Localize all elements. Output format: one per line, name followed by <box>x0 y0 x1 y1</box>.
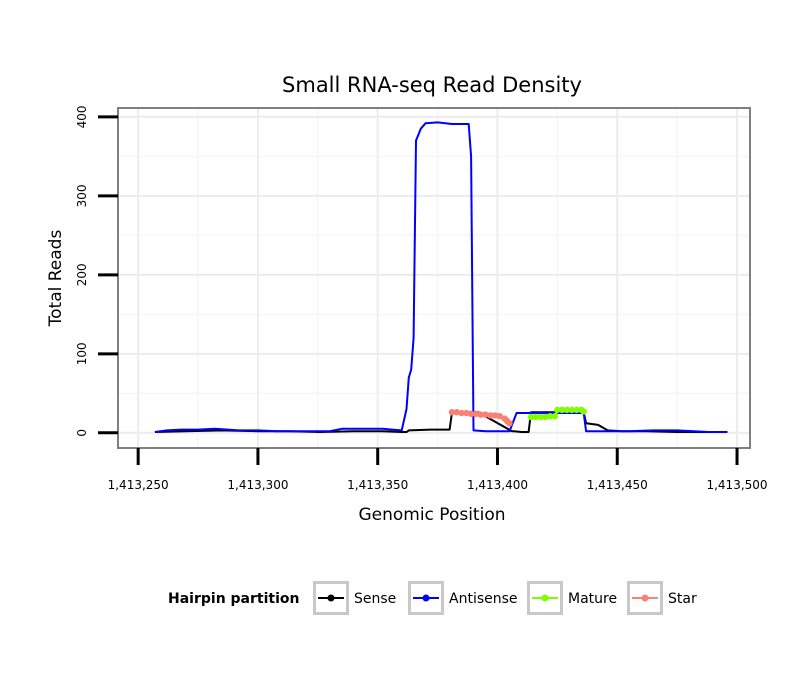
data-point-star <box>467 410 475 418</box>
legend-label-sense: Sense <box>354 591 396 607</box>
legend-key-dot <box>327 594 335 602</box>
legend-key-dot <box>641 594 649 602</box>
grid-lines <box>119 109 749 447</box>
data-point-star <box>458 409 465 417</box>
data-point-star <box>463 409 470 417</box>
y-tick-label: 0 <box>75 429 89 437</box>
legend-key-dot <box>541 594 549 602</box>
x-tick-label: 1,413,400 <box>467 478 528 492</box>
y-tick-label: 300 <box>75 184 89 207</box>
x-tick-label: 1,413,350 <box>347 478 408 492</box>
plot-panel-border <box>117 107 751 449</box>
series-markers <box>448 406 587 427</box>
legend-label-antisense: Antisense <box>449 591 518 607</box>
data-point-star <box>487 412 494 419</box>
data-point-star <box>491 412 499 419</box>
legend-title: Hairpin partition <box>168 591 299 607</box>
data-point-star <box>477 411 484 418</box>
x-tick-label: 1,413,450 <box>587 478 648 492</box>
y-tick-label: 200 <box>75 263 89 286</box>
data-point-star <box>448 409 456 416</box>
data-point-mature <box>563 406 571 414</box>
data-point-mature <box>551 413 559 420</box>
legend-label-mature: Mature <box>568 591 617 607</box>
data-point-mature <box>527 413 535 421</box>
data-point-mature <box>580 408 587 415</box>
data-point-mature <box>537 413 544 421</box>
data-point-mature <box>546 413 554 420</box>
data-point-mature <box>554 406 561 414</box>
series-line-sense <box>154 411 728 433</box>
y-axis-title: Total Reads <box>46 230 66 328</box>
x-axis: 1,413,250 1,413,300 1,413,350 1,413,400 1,41… <box>108 448 768 492</box>
data-point-mature <box>558 406 566 414</box>
series-line-antisense <box>154 121 728 433</box>
x-tick-label: 1,413,300 <box>227 478 288 492</box>
legend-key-dot <box>422 594 430 602</box>
legend: Hairpin partition Sense Antisense Mature St… <box>168 581 697 615</box>
data-point-star <box>472 410 480 418</box>
data-point-star <box>496 413 504 420</box>
data-point-mature <box>542 413 549 421</box>
x-axis-title: Genomic Position <box>358 505 505 525</box>
y-axis: 0 100 200 300 400 <box>75 105 118 437</box>
series-lines <box>154 121 728 433</box>
data-point-mature <box>568 406 575 414</box>
chart-title: Small RNA-seq Read Density <box>282 73 582 97</box>
x-tick-label: 1,413,250 <box>108 478 169 492</box>
data-point-star <box>506 420 513 427</box>
data-point-mature <box>532 413 540 421</box>
data-point-star <box>453 409 460 416</box>
data-point-mature <box>573 406 580 414</box>
y-tick-label: 400 <box>75 105 89 128</box>
data-point-star <box>482 411 489 418</box>
y-tick-label: 100 <box>75 342 89 365</box>
legend-label-star: Star <box>668 591 697 607</box>
x-tick-label: 1,413,500 <box>706 478 767 492</box>
